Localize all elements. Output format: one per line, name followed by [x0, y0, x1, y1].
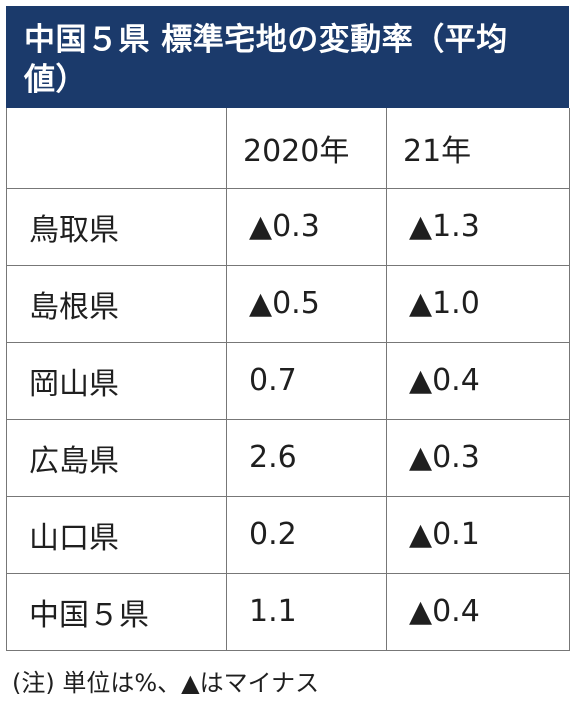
- value-2021-cell: ▲1.3: [386, 187, 570, 266]
- footnote: (注) 単位は%、▲はマイナス: [12, 668, 320, 697]
- header-row: 2020年 21年: [6, 108, 570, 189]
- value-2021-cell: ▲1.0: [386, 264, 570, 343]
- header-cell-name: [6, 108, 227, 189]
- table-figure: 中国５県 標準宅地の変動率（平均値） 2020年 21年 鳥取県 ▲0.3 ▲1…: [6, 6, 570, 698]
- data-table: 2020年 21年 鳥取県 ▲0.3 ▲1.3 島根県 ▲0.5 ▲1.0 岡山…: [6, 108, 570, 651]
- row-name-cell: 鳥取県: [6, 187, 227, 266]
- table-row: 中国５県 1.1 ▲0.4: [6, 572, 570, 651]
- header-cell-2021: 21年: [386, 108, 570, 189]
- value-2020-cell: ▲0.5: [226, 264, 387, 343]
- value-2020-cell: 1.1: [226, 572, 387, 651]
- value-2021-cell: ▲0.4: [386, 572, 570, 651]
- row-name-cell: 山口県: [6, 495, 227, 574]
- value-2020-cell: 0.2: [226, 495, 387, 574]
- value-2020-cell: ▲0.3: [226, 187, 387, 266]
- table-row: 山口県 0.2 ▲0.1: [6, 495, 570, 574]
- row-name-cell: 広島県: [6, 418, 227, 497]
- row-name-cell: 中国５県: [6, 572, 227, 651]
- value-2021-cell: ▲0.4: [386, 341, 570, 420]
- table-row: 広島県 2.6 ▲0.3: [6, 418, 570, 497]
- value-2021-cell: ▲0.3: [386, 418, 570, 497]
- table-title: 中国５県 標準宅地の変動率（平均値）: [6, 6, 569, 108]
- value-2020-cell: 0.7: [226, 341, 387, 420]
- value-2021-cell: ▲0.1: [386, 495, 570, 574]
- value-2020-cell: 2.6: [226, 418, 387, 497]
- row-name-cell: 島根県: [6, 264, 227, 343]
- header-cell-2020: 2020年: [226, 108, 387, 189]
- table-row: 岡山県 0.7 ▲0.4: [6, 341, 570, 420]
- row-name-cell: 岡山県: [6, 341, 227, 420]
- table-row: 鳥取県 ▲0.3 ▲1.3: [6, 187, 570, 266]
- table-row: 島根県 ▲0.5 ▲1.0: [6, 264, 570, 343]
